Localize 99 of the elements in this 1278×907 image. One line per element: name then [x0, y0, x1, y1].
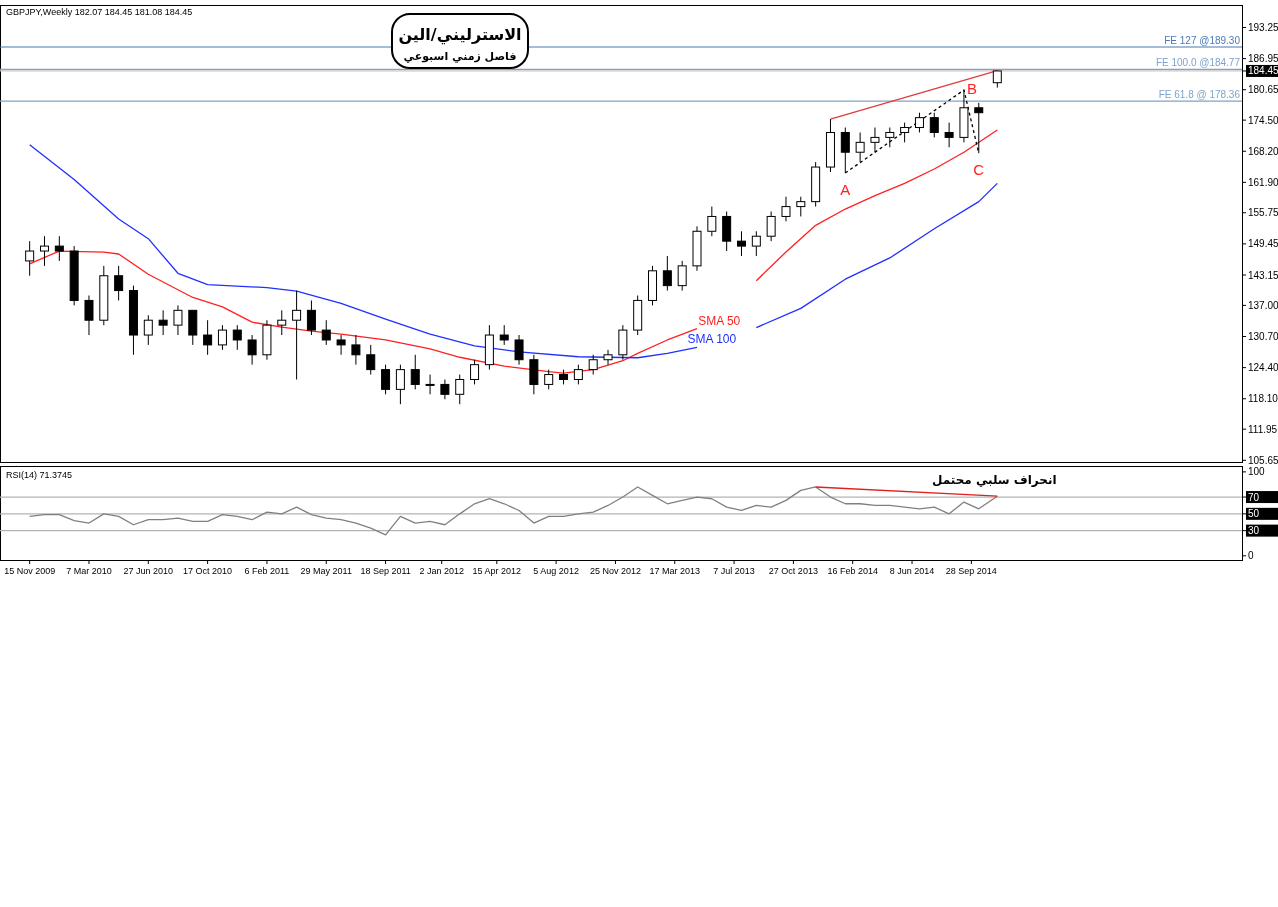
- candlestick: [914, 112, 924, 133]
- y-tick-label: 180.65: [1248, 84, 1278, 96]
- candlestick: [885, 127, 895, 148]
- candlestick: [781, 196, 791, 222]
- candlestick: [766, 211, 776, 242]
- chart-title: RSI(14) 71.3745: [6, 470, 73, 480]
- y-tick-label: 50: [1248, 508, 1260, 520]
- candlestick: [410, 354, 420, 390]
- annotation: B: [966, 79, 977, 97]
- text: الاسترليني/الين: [398, 25, 522, 45]
- x-tick-label: 17 Oct 2010: [183, 566, 233, 576]
- candlestick: [203, 319, 213, 356]
- x-tick-label: 5 Aug 2012: [533, 566, 579, 576]
- candlestick: [677, 260, 687, 292]
- y-tick-label: 168.20: [1248, 145, 1278, 157]
- x-tick-label: 27 Oct 2013: [768, 566, 818, 576]
- annotation: انحراف سلبي محتمل: [931, 473, 1057, 487]
- candlestick: [707, 206, 717, 237]
- candlestick: [440, 378, 450, 400]
- x-tick-label: 25 Nov 2012: [589, 566, 641, 576]
- x-tick-label: 8 Jun 2014: [889, 566, 935, 576]
- candlestick: [158, 309, 168, 336]
- y-tick-label: 111.95: [1248, 423, 1278, 435]
- candlestick: [455, 374, 465, 405]
- y-tick-label: 193.25: [1248, 21, 1278, 33]
- y-tick-label: 30: [1248, 525, 1260, 537]
- candlestick: [944, 122, 954, 148]
- x-tick-label: 27 Jun 2010: [123, 566, 174, 576]
- candlestick: [855, 131, 865, 163]
- y-tick-label: 0: [1248, 550, 1254, 562]
- x-tick-label: 2 Jan 2012: [419, 566, 464, 576]
- candlestick: [499, 324, 509, 346]
- x-tick-label: 17 Mar 2013: [649, 566, 701, 576]
- ref-line-label: FE 61.8 @ 178.36: [1158, 89, 1241, 101]
- y-tick-label: 155.75: [1248, 207, 1278, 219]
- candlestick: [366, 344, 376, 376]
- candlestick: [54, 235, 64, 262]
- candlestick: [588, 354, 598, 376]
- candlestick: [351, 334, 361, 366]
- candlestick: [336, 334, 346, 356]
- candlestick: [573, 364, 583, 385]
- series-label: SMA 100: [687, 332, 737, 347]
- candlestick: [173, 304, 183, 336]
- candlestick: [217, 324, 227, 351]
- line-series: [29, 486, 998, 536]
- candlestick: [751, 230, 761, 257]
- y-tick-label: 118.10: [1248, 393, 1278, 405]
- y-tick-label: 70: [1248, 491, 1260, 503]
- candlestick: [39, 235, 49, 267]
- candlestick: [292, 290, 302, 380]
- candlestick: [321, 319, 331, 346]
- series-label: SMA 50: [698, 313, 741, 328]
- candlestick: [662, 255, 672, 292]
- annotation: A: [840, 180, 851, 198]
- candlestick: [544, 369, 554, 390]
- x-tick-label: 7 Jul 2013: [713, 566, 755, 576]
- candlestick: [470, 359, 480, 385]
- x-tick-label: 18 Sep 2011: [360, 566, 411, 576]
- candlestick: [900, 122, 910, 143]
- annotation: GBPJPY,Weekly 182.07 184.45 181.08 184.45: [6, 7, 193, 17]
- ref-line-label: FE 127 @189.30: [1164, 34, 1241, 46]
- candlestick: [232, 324, 242, 351]
- y-tick-label: 174.50: [1248, 114, 1278, 126]
- candlestick: [84, 295, 94, 336]
- candlestick: [25, 240, 35, 277]
- x-tick-label: 28 Sep 2014: [945, 566, 997, 576]
- candlestick: [736, 230, 746, 257]
- x-tick-label: 15 Nov 2009: [4, 566, 56, 576]
- candlestick: [306, 299, 316, 336]
- y-tick-label: 105.65: [1248, 454, 1278, 466]
- candlestick: [929, 112, 939, 138]
- ref-line-label: FE 100.0 @184.77: [1155, 57, 1241, 69]
- candlestick: [395, 364, 405, 405]
- candlestick: [114, 265, 124, 301]
- y-tick-label: 186.95: [1248, 53, 1278, 65]
- candlestick: [514, 334, 524, 366]
- y-tick-label: 124.40: [1248, 362, 1278, 374]
- x-tick-label: 15 Apr 2012: [472, 566, 522, 576]
- candlestick: [381, 364, 391, 395]
- y-tick-label: 161.90: [1248, 176, 1278, 188]
- y-tick-label: 184.45: [1248, 65, 1278, 77]
- y-tick-label: 100: [1248, 466, 1266, 478]
- annotation: C: [973, 161, 985, 179]
- x-tick-label: 16 Feb 2014: [827, 566, 878, 576]
- text: فاصل زمني اسبوعي: [403, 50, 517, 63]
- candlestick: [603, 349, 613, 366]
- y-tick-label: 137.00: [1248, 299, 1278, 311]
- candlestick: [277, 309, 287, 336]
- x-tick-label: 29 May 2011: [300, 566, 352, 576]
- y-tick-label: 143.15: [1248, 269, 1278, 281]
- candlestick: [247, 334, 257, 366]
- x-tick-label: 7 Mar 2010: [66, 566, 112, 576]
- y-tick-label: 130.70: [1248, 331, 1278, 343]
- x-tick-label: 6 Feb 2011: [244, 566, 290, 576]
- candlestick: [425, 374, 435, 395]
- candlestick: [143, 314, 153, 346]
- candlestick: [796, 196, 806, 217]
- candlestick: [870, 127, 880, 153]
- y-tick-label: 149.45: [1248, 238, 1278, 250]
